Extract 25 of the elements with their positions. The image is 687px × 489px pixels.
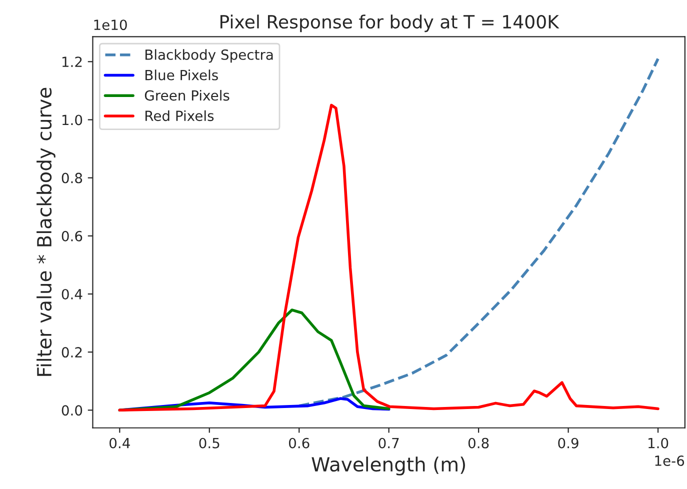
x-tick-label: 0.5 <box>199 438 220 448</box>
x-tick-label: 0.7 <box>378 438 399 448</box>
line-series <box>118 104 660 412</box>
x-axis-title: Wavelength (m) <box>312 456 465 476</box>
y-tick-label: 0.8 <box>62 172 82 184</box>
y-tick-label: 0.6 <box>62 230 82 242</box>
chart-title: Pixel Response for body at T = 1400K <box>220 14 560 32</box>
x-tick-label: 0.9 <box>558 438 578 448</box>
legend-label: Blue Pixels <box>145 70 218 80</box>
y-tick-label: 1.0 <box>62 114 82 126</box>
legend-label: Blackbody Spectra <box>145 49 273 63</box>
y-tick-label: 0.4 <box>62 288 82 300</box>
y-tick-label: 1.2 <box>62 56 82 67</box>
x-tick-label: 0.6 <box>288 438 310 448</box>
y-axis-title: Filter value * Blackbody curve <box>36 88 56 376</box>
x-tick-label: 1.0 <box>648 438 668 448</box>
y-tick-label: 0.0 <box>62 405 82 416</box>
y-tick-label: 0.2 <box>62 347 82 358</box>
x-tick-label: 0.4 <box>110 438 130 448</box>
x-tick-label: 0.8 <box>468 438 489 448</box>
text: 1e10 <box>94 20 127 30</box>
legend-label: Red Pixels <box>145 110 214 122</box>
text: 1e-6 <box>655 456 684 466</box>
legend-label: Green Pixels <box>144 90 230 101</box>
line-series <box>298 57 660 408</box>
